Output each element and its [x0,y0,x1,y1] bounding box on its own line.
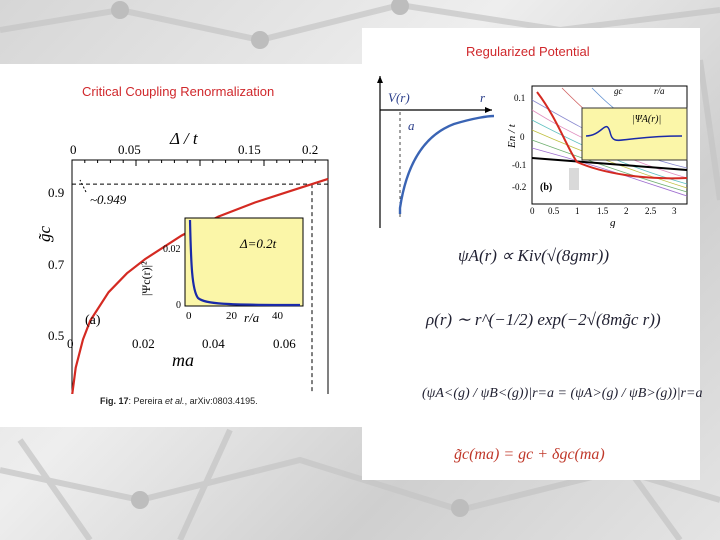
spectrum-ylabel: En / t [506,123,518,149]
regularized-potential-figure: Regularized Potential V(r) r a |ΨA(r)| r… [362,28,703,480]
inset-x-tick-0: 0 [186,310,192,322]
inset-y-tick-0: 0.02 [163,244,181,255]
spectrum-xtick-3: 1.5 [597,206,609,216]
potential-xlabel: r [480,90,486,105]
y-tick-2: 0.5 [48,328,64,343]
top-tick-0: 0 [70,142,77,157]
equation-matching: (ψA<(g) / ψB<(g))|r=a = (ψA>(g) / ψB>(g)… [422,386,703,401]
potential-curve [398,114,495,214]
spectrum-panel-label: (b) [540,182,552,193]
inset-y-tick-1: 0 [176,300,181,311]
caption-fig: Fig. 17 [100,396,129,406]
inset-label: Δ=0.2t [239,236,277,251]
x-tick-0: 0 [67,336,74,351]
annotation-value: ~0.949 [90,192,127,207]
caption-authors: Pereira [133,396,166,406]
spectrum-xtick-4: 2 [624,206,629,216]
x-tick-3: 0.06 [273,336,296,351]
inset-x-tick-2: 40 [272,310,284,322]
spectrum-xtick-6: 3 [672,206,677,216]
top-tick-3: 0.2 [302,142,318,157]
spectrum-ytick-2: -0.1 [512,160,526,170]
spectrum-inset [581,107,688,161]
inset-x-tick-1: 20 [226,310,238,322]
spectrum-ytick-0: 0.1 [514,93,525,103]
y-tick-1: 0.7 [48,257,65,272]
inset-curve [188,219,301,307]
inset-frame [184,217,304,307]
spectrum-gc: gc [614,86,623,96]
right-title: Regularized Potential [466,44,590,59]
x-tick-2: 0.04 [202,336,225,351]
spectrum-xlabel: g [610,217,616,228]
x-axis-label: ma [172,350,194,370]
y-axis-label: g̃c [35,226,54,243]
figure-caption: Fig. 17: Pereira et al., arXiv:0803.4195… [100,396,258,406]
critical-coupling-figure: Critical Coupling Renormalization 0 0.05… [0,64,362,427]
spectrum-inset-top: r/a [654,86,665,96]
spectrum-xtick-0: 0 [530,206,535,216]
potential-mark: a [408,118,415,133]
spectrum-xtick-2: 1 [575,206,580,216]
spectrum-ytick-3: -0.2 [512,182,526,192]
equation-gc: g̃c(ma) = gc + δgc(ma) [454,446,605,463]
figure-title: Critical Coupling Renormalization [82,84,275,99]
inset-x-label: r/a [244,310,260,325]
series-line [71,177,329,394]
equation-rho: ρ(r) ∼ r^(−1/2) exp(−2√(8mg̃c r)) [426,310,661,329]
inset-y-label: |Ψc(r)|² [139,261,153,296]
spectrum-xtick-1: 0.5 [548,206,560,216]
coupling-chart: 0 0.05 0.15 0.2 Δ / t 0.9 0.7 0.5 g̃c ~0… [35,129,329,394]
top-tick-1: 0.05 [118,142,141,157]
caption-ref: , arXiv:0803.4195. [184,396,258,406]
potential-diagram: V(r) r a |ΨA(r)| r/a gc En / t 0.1 0 -0.… [377,76,688,228]
y-tick-0: 0.9 [48,185,64,200]
potential-ylabel: V(r) [388,90,410,105]
equation-psi: ψA(r) ∝ Kiν(√(8gmr)) [458,246,609,265]
top-tick-2: 0.15 [238,142,261,157]
caption-etal: et al. [165,396,185,406]
spectrum-xtick-5: 2.5 [645,206,657,216]
top-axis-label: Δ / t [169,129,199,148]
x-tick-1: 0.02 [132,336,155,351]
spectrum-inset-label: |ΨA(r)| [632,114,661,125]
panel-label-a: (a) [85,313,101,328]
spectrum-ytick-1: 0 [520,132,525,142]
